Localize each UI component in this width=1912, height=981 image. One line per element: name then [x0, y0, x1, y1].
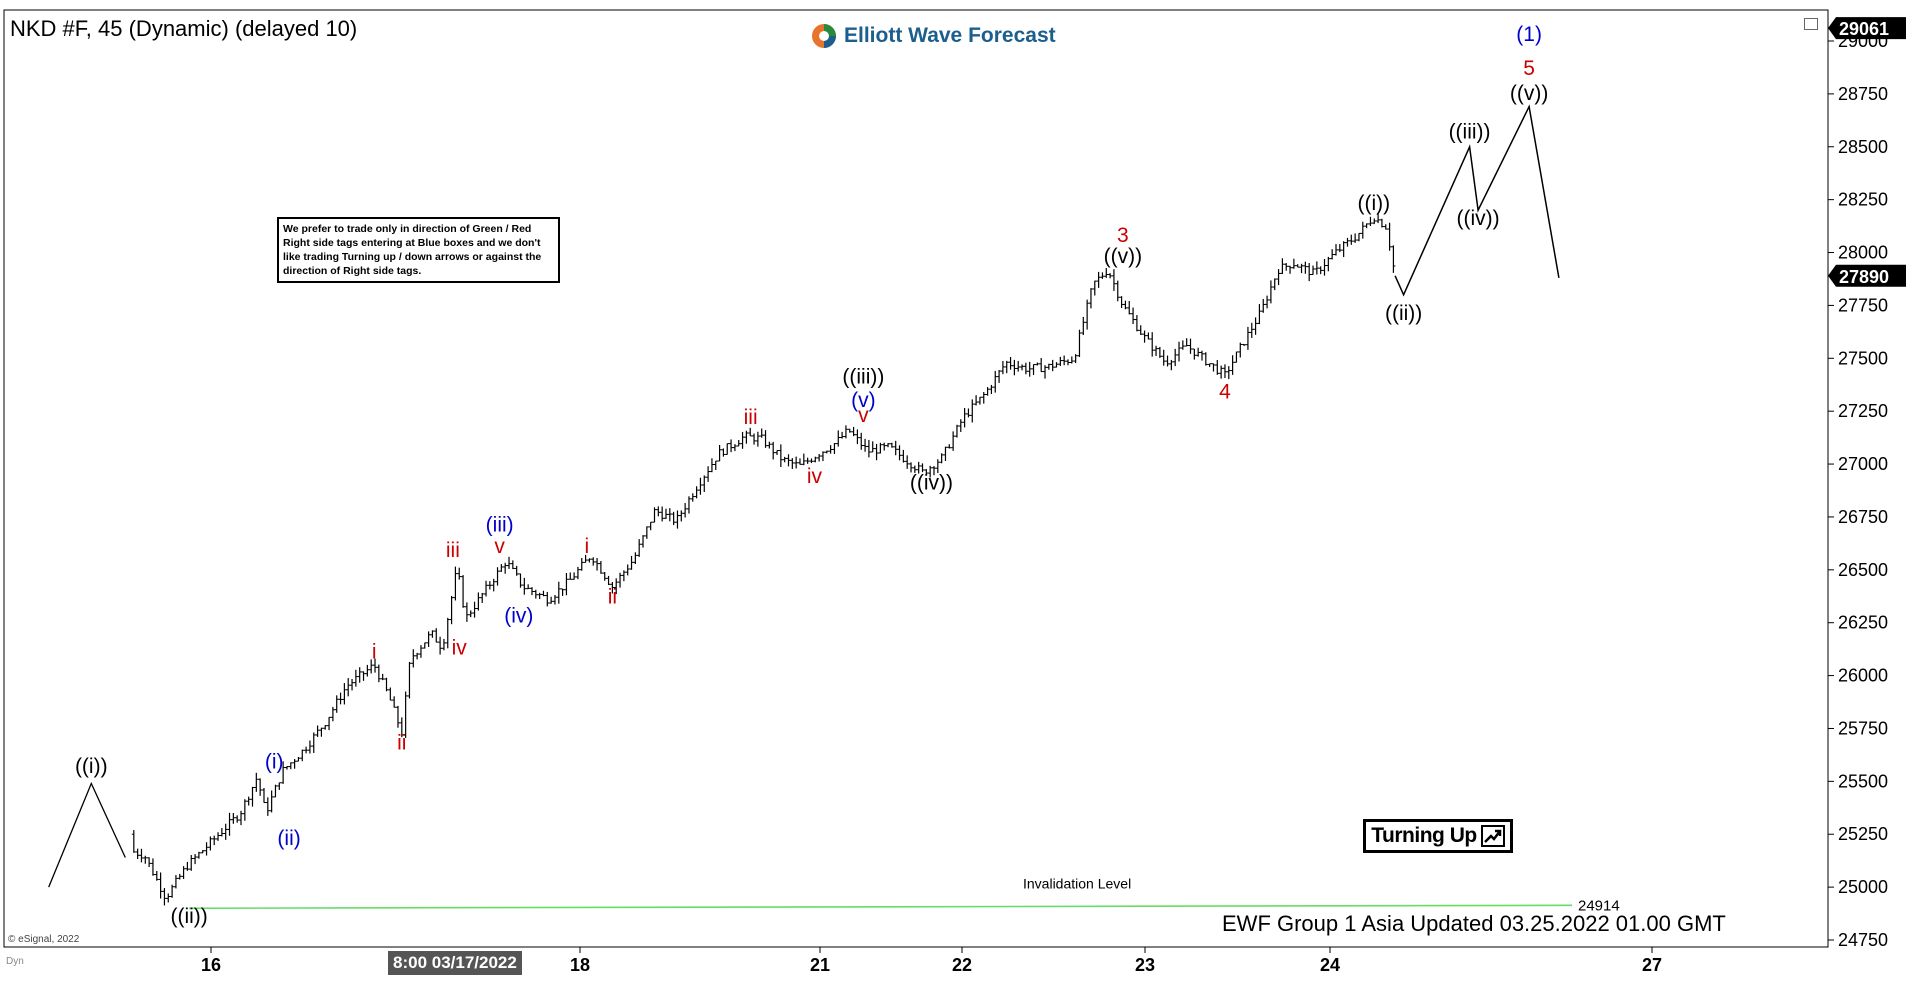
wave-label: 5 [1523, 57, 1535, 80]
wave-label: ((iv)) [1457, 207, 1500, 230]
wave-label: (v) [851, 389, 876, 412]
y-axis: 24750 25000 25250 25500 25750 26000 26250 26500… [1828, 31, 1888, 950]
wave-label: ((iv)) [910, 471, 953, 494]
y-tick-label: 28000 [1838, 243, 1888, 263]
price-tags: 29061 27890 [1828, 17, 1906, 287]
wave-label: i [585, 535, 590, 558]
wave-paths [48, 104, 1560, 888]
wave-label: ii [397, 732, 406, 755]
y-tick-label: 25500 [1838, 771, 1888, 791]
wave-label: iv [452, 636, 468, 659]
ewf-logo: Elliott Wave Forecast [810, 20, 1056, 52]
x-tick-label: 16 [201, 955, 221, 975]
invalidation-line-group: Invalidation Level 24914 [189, 875, 1620, 914]
wave-label: ii [608, 586, 617, 609]
x-tick-label: 24 [1320, 955, 1340, 975]
wave-label: ((i)) [1358, 192, 1391, 215]
invalidation-line [189, 904, 1573, 910]
copyright: © eSignal, 2022 [8, 934, 80, 945]
y-tick-label: 26750 [1838, 507, 1888, 527]
plot-frame [3, 9, 1829, 948]
ewf-logo-icon [812, 24, 836, 48]
y-tick-label: 25000 [1838, 877, 1888, 897]
dyn-label: Dyn [6, 956, 24, 967]
wave-label: ((v)) [1510, 82, 1548, 105]
x-tick-label: 22 [952, 955, 972, 975]
y-tick-label: 25750 [1838, 718, 1888, 738]
footer-update: EWF Group 1 Asia Updated 03.25.2022 01.0… [1222, 911, 1726, 936]
x-tick-label: 21 [810, 955, 830, 975]
price-tag-box [1828, 264, 1906, 287]
wave-label: (iv) [504, 605, 533, 628]
wave-label: ((iii)) [1449, 120, 1491, 143]
y-tick-label: 27750 [1838, 295, 1888, 315]
wave-label: (1) [1516, 23, 1542, 46]
wave-label: iii [744, 406, 758, 429]
y-tick-label: 27500 [1838, 348, 1888, 368]
y-tick-label: 28500 [1838, 137, 1888, 157]
wave-label: 3 [1117, 224, 1129, 247]
wave-label: v [494, 535, 505, 558]
wave-label: ((v)) [1104, 245, 1142, 268]
symbol-title: NKD #F, 45 (Dynamic) (delayed 10) [10, 16, 358, 41]
y-tick-label: 26250 [1838, 613, 1888, 633]
y-tick-label: 27250 [1838, 401, 1888, 421]
wave-label: 4 [1219, 380, 1231, 403]
wave-label: ((ii)) [170, 905, 207, 928]
wave-label: v [858, 404, 869, 427]
x-tick-label: 27 [1642, 955, 1662, 975]
wave-label: (ii) [277, 827, 300, 850]
invalidation-value: 24914 [1578, 897, 1620, 914]
window-restore-icon[interactable] [1804, 18, 1818, 30]
y-tick-label: 24750 [1838, 930, 1888, 950]
trading-note: We prefer to trade only in direction of … [277, 217, 560, 283]
projection-wave-path [1394, 104, 1560, 297]
wave-label: ((i)) [75, 755, 108, 778]
y-tick-label: 28750 [1838, 84, 1888, 104]
x-axis: 16 18 21 22 23 24 27 [4, 946, 1828, 975]
price-bars [131, 212, 1396, 906]
left-wave-path [48, 781, 126, 888]
invalidation-label: Invalidation Level [1023, 875, 1131, 891]
y-tick-label: 26500 [1838, 560, 1888, 580]
price-tag-label: 27890 [1839, 267, 1889, 287]
y-tick-label: 26000 [1838, 666, 1888, 686]
turning-up-label: Turning Up [1371, 824, 1477, 847]
cursor-date-flag: 8:00 03/17/2022 [388, 951, 522, 975]
price-tag-label: 29061 [1839, 19, 1889, 39]
x-tick-label: 18 [570, 955, 590, 975]
wave-label: ((iii)) [842, 366, 884, 389]
wave-label: iv [807, 465, 823, 488]
turning-up-badge: Turning Up [1363, 819, 1513, 853]
wave-label: (i) [265, 751, 284, 774]
wave-label: iii [446, 539, 460, 562]
ewf-logo-text: Elliott Wave Forecast [844, 24, 1056, 47]
y-tick-label: 27000 [1838, 454, 1888, 474]
x-tick-label: 23 [1135, 955, 1155, 975]
wave-labels: ((i))((ii))(i)(ii)iiiiiiiv(iii)v(iv)iiii… [75, 23, 1548, 928]
wave-label: ((ii)) [1385, 302, 1422, 325]
wave-label: (iii) [486, 514, 514, 537]
wave-label: i [372, 641, 377, 664]
price-tag-box [1828, 17, 1906, 40]
y-tick-label: 25250 [1838, 824, 1888, 844]
arrow-up-right-icon [1480, 825, 1505, 847]
y-tick-label: 28250 [1838, 190, 1888, 210]
